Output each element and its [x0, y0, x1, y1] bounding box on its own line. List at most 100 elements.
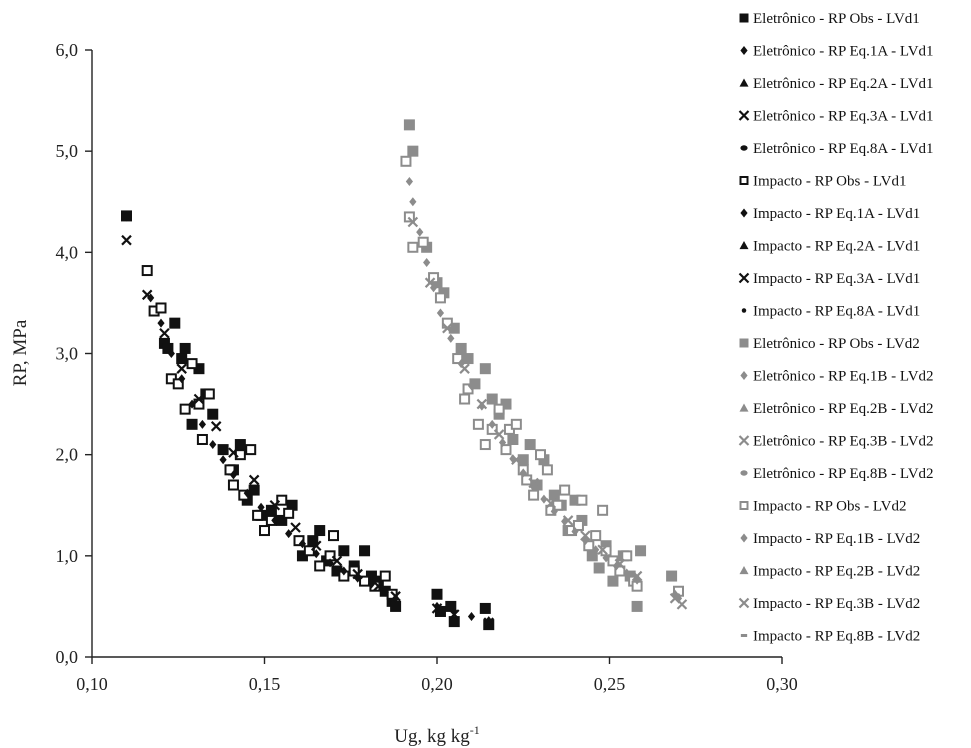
- data-point: [188, 399, 196, 409]
- data-point: [467, 612, 476, 622]
- data-point: [269, 499, 281, 511]
- data-point: [390, 600, 402, 612]
- legend-item: Impacto - RP Eq.3B - LVd2: [738, 596, 920, 612]
- data-point: [121, 234, 132, 246]
- data-point: [631, 570, 643, 582]
- x-tick-label: 0,25: [594, 674, 626, 694]
- data-point: [314, 525, 326, 537]
- data-point: [403, 119, 415, 131]
- legend: Eletrônico - RP Obs - LVd1 Eletrônico - R…: [738, 11, 934, 645]
- legend-item: Impacto - RP Eq.8A - LVd1: [741, 304, 920, 320]
- data-point: [635, 545, 647, 557]
- data-point: [407, 145, 419, 157]
- data-point: [219, 455, 227, 465]
- data-point: [162, 342, 174, 354]
- legend-label: Impacto - RP Eq.2B - LVd2: [753, 564, 920, 580]
- data-point: [186, 358, 198, 370]
- data-point: [155, 302, 167, 314]
- data-point: [498, 438, 507, 448]
- data-point: [580, 530, 591, 541]
- data-point: [365, 570, 377, 582]
- legend-label: Eletrônico - RP Obs - LVd1: [753, 11, 920, 27]
- data-point: [217, 444, 229, 456]
- data-point: [227, 479, 239, 491]
- data-point: [607, 575, 619, 587]
- x-axis-title-superscript: -1: [470, 723, 480, 737]
- legend-label: Impacto - RP Eq.1B - LVd2: [753, 531, 920, 547]
- legend-label: Eletrônico - RP Eq.1A - LVd1: [753, 44, 934, 60]
- data-point: [559, 484, 571, 496]
- data-point: [229, 470, 238, 480]
- data-point: [407, 241, 419, 253]
- data-point: [676, 599, 688, 610]
- data-point: [379, 570, 391, 582]
- data-point: [298, 539, 307, 549]
- data-point: [203, 388, 215, 400]
- data-point: [562, 515, 574, 526]
- data-point: [169, 317, 181, 329]
- legend-label: Impacto - RP Eq.2A - LVd1: [753, 239, 920, 255]
- data-point: [476, 398, 488, 410]
- data-point: [296, 550, 308, 562]
- legend-marker: [740, 634, 748, 637]
- legend-item: Eletrônico - RP Eq.2B - LVd2: [739, 401, 934, 417]
- legend-label: Eletrônico - RP Eq.1B - LVd2: [753, 369, 934, 385]
- data-point: [571, 527, 579, 537]
- data-point: [593, 562, 605, 574]
- data-point: [257, 502, 265, 512]
- data-point: [479, 602, 491, 614]
- y-tick-label: 1,0: [56, 546, 79, 566]
- legend-marker: [740, 208, 748, 218]
- data-point: [528, 489, 540, 501]
- data-point: [271, 515, 279, 525]
- data-point: [428, 272, 440, 284]
- legend-label: Impacto - RP Eq.3B - LVd2: [753, 596, 920, 612]
- data-point: [286, 499, 298, 511]
- data-point: [417, 236, 429, 248]
- legend-item: Impacto - RP Obs - LVd2: [739, 499, 906, 515]
- legend-item: Eletrônico - RP Eq.3B - LVd2: [738, 434, 934, 450]
- data-point: [621, 550, 633, 562]
- legend-marker: [740, 470, 748, 476]
- data-point: [178, 374, 186, 384]
- legend-item: Eletrônico - RP Obs - LVd2: [739, 336, 920, 352]
- legend-marker: [738, 110, 750, 121]
- data-point: [452, 353, 464, 365]
- data-point: [373, 580, 384, 592]
- data-point: [290, 522, 301, 533]
- legend-marker: [741, 308, 747, 313]
- legend-item: Eletrônico - RP Eq.3A - LVd1: [738, 109, 934, 125]
- y-tick-label: 3,0: [56, 344, 79, 364]
- data-point: [390, 591, 401, 602]
- data-point: [486, 393, 498, 405]
- legend-item: Impacto - RP Eq.2A - LVd1: [739, 239, 920, 255]
- data-point: [186, 418, 198, 430]
- data-point: [510, 418, 522, 430]
- data-point: [540, 494, 548, 504]
- x-tick-label: 0,10: [76, 674, 108, 694]
- data-point: [179, 342, 191, 354]
- legend-marker: [739, 78, 749, 87]
- legend-label: Eletrônico - RP Eq.3A - LVd1: [753, 109, 934, 125]
- data-point: [586, 550, 598, 562]
- x-tick-label: 0,20: [421, 674, 453, 694]
- legend-label: Eletrônico - RP Eq.8A - LVd1: [753, 141, 934, 157]
- data-point: [493, 403, 505, 415]
- data-point: [467, 381, 476, 391]
- data-point: [400, 155, 412, 167]
- data-point: [623, 568, 631, 578]
- y-axis-title: RP, MPa: [10, 319, 31, 386]
- x-axis-title: Ug, kg kg-1: [394, 723, 479, 747]
- data-point: [448, 616, 460, 628]
- data-point: [447, 333, 455, 343]
- data-point: [314, 560, 326, 572]
- data-point: [500, 398, 512, 410]
- x-tick-label: 0,15: [249, 674, 281, 694]
- data-point: [193, 363, 205, 375]
- data-point: [493, 429, 505, 440]
- x-tick-label: 0,30: [766, 674, 798, 694]
- legend-marker: [740, 46, 748, 55]
- data-point: [583, 540, 595, 552]
- data-point: [245, 444, 257, 456]
- data-point: [459, 393, 471, 405]
